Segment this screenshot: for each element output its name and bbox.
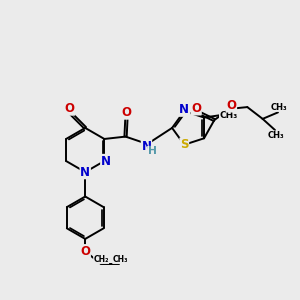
Text: N: N	[179, 103, 189, 116]
Text: S: S	[180, 138, 188, 151]
Text: N: N	[101, 154, 111, 167]
Text: O: O	[80, 245, 90, 258]
Text: CH₃: CH₃	[219, 111, 238, 120]
Text: H: H	[148, 146, 157, 156]
Text: O: O	[191, 102, 201, 115]
Text: CH₃: CH₃	[268, 131, 284, 140]
Text: O: O	[64, 102, 75, 115]
Text: O: O	[122, 106, 131, 119]
Text: N: N	[142, 140, 152, 152]
Text: CH₂: CH₂	[93, 255, 109, 264]
Text: N: N	[80, 166, 90, 178]
Text: CH₃: CH₃	[271, 103, 287, 112]
Text: O: O	[226, 99, 236, 112]
Text: CH₃: CH₃	[112, 255, 128, 264]
